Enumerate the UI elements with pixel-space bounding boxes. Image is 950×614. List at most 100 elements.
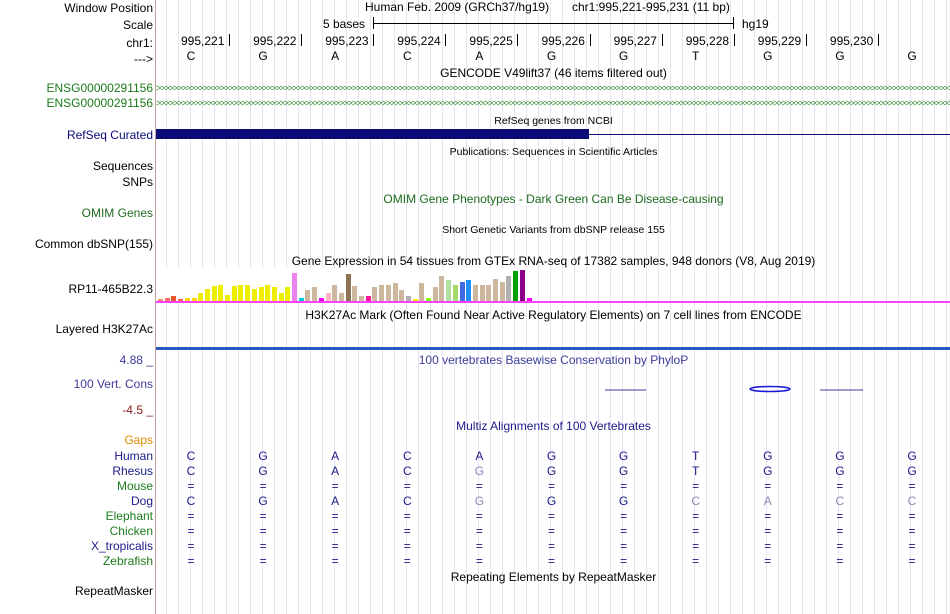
- gtex-tissue-bar[interactable]: [318, 298, 324, 302]
- gtex-tissue-bar[interactable]: [258, 287, 264, 302]
- gtex-tissue-bar[interactable]: [399, 290, 405, 302]
- gtex-tissue-bar[interactable]: [405, 296, 411, 302]
- gtex-tissue-bar[interactable]: [372, 287, 378, 302]
- grid-line: [238, 0, 239, 614]
- h3k27ac-track-label[interactable]: Layered H3K27Ac: [55, 322, 153, 336]
- h3k27ac-signal-line[interactable]: [156, 347, 950, 350]
- gtex-tissue-bar[interactable]: [419, 283, 425, 302]
- gtex-tissue-bar[interactable]: [526, 298, 532, 302]
- alignment-base: =: [908, 479, 916, 493]
- alignment-base: =: [475, 554, 483, 568]
- species-label-mouse[interactable]: Mouse: [116, 479, 153, 493]
- gtex-tissue-bar[interactable]: [184, 298, 190, 302]
- gtex-tissue-bar[interactable]: [439, 276, 445, 302]
- species-label-x_tropicalis[interactable]: X_tropicalis: [90, 539, 153, 553]
- gtex-tissue-bar[interactable]: [231, 286, 237, 302]
- coordinate-label: 995,227: [613, 34, 657, 48]
- gtex-tissue-bar[interactable]: [198, 293, 204, 302]
- gtex-tissue-bar[interactable]: [426, 298, 431, 302]
- gtex-tissue-bar[interactable]: [278, 293, 284, 302]
- gtex-tissue-bar[interactable]: [432, 287, 438, 302]
- gtex-tissue-bar[interactable]: [513, 271, 519, 302]
- gtex-tissue-bar[interactable]: [499, 282, 505, 302]
- gtex-tissue-bar[interactable]: [164, 298, 170, 302]
- gtex-tissue-bar[interactable]: [352, 286, 358, 302]
- gtex-tissue-bar[interactable]: [312, 287, 318, 302]
- gtex-tissue-bar[interactable]: [271, 287, 277, 302]
- track-image[interactable]: Human Feb. 2009 (GRCh37/hg19) chr1:995,2…: [155, 0, 950, 614]
- phylop-plot[interactable]: [156, 378, 950, 398]
- conservation-track-label[interactable]: 100 Vert. Cons: [73, 377, 153, 391]
- gtex-tissue-bar[interactable]: [191, 298, 197, 302]
- gtex-tissue-bar[interactable]: [479, 285, 485, 302]
- grid-line: [730, 0, 731, 614]
- gtex-gene-label[interactable]: RP11-465B22.3: [68, 282, 153, 296]
- snps-track-label[interactable]: SNPs: [122, 175, 153, 189]
- gtex-tissue-bar[interactable]: [506, 276, 512, 302]
- species-label-chicken[interactable]: Chicken: [109, 524, 153, 538]
- refseq-exon-block[interactable]: [156, 129, 589, 139]
- sequences-track-label[interactable]: Sequences: [92, 159, 153, 173]
- gtex-tissue-bar[interactable]: [238, 285, 244, 302]
- alignment-base: =: [692, 509, 700, 523]
- gtex-tissue-bar[interactable]: [392, 283, 398, 302]
- h3k27ac-track-title: H3K27Ac Mark (Often Found Near Active Re…: [305, 308, 802, 322]
- species-label-elephant[interactable]: Elephant: [105, 509, 153, 523]
- gtex-tissue-bar[interactable]: [225, 295, 230, 302]
- species-label-dog[interactable]: Dog: [130, 494, 153, 508]
- alignment-base: G: [835, 449, 845, 463]
- gencode-gene-label-2[interactable]: ENSG00000291156: [46, 96, 153, 110]
- alignment-base: =: [908, 539, 916, 553]
- alignment-base: G: [258, 464, 268, 478]
- gtex-tissue-bar[interactable]: [292, 273, 297, 302]
- dbsnp-track-label[interactable]: Common dbSNP(155): [34, 237, 153, 251]
- refseq-intron-line[interactable]: [589, 134, 950, 135]
- gtex-bar-chart[interactable]: [156, 268, 532, 302]
- gtex-tissue-bar[interactable]: [379, 285, 385, 302]
- gencode-gene-1-feature[interactable]: >>>>>>>>>>>>>>>>>>>>>>>>>>>>>>>>>>>>>>>>…: [156, 83, 950, 93]
- gtex-tissue-bar[interactable]: [385, 285, 391, 302]
- grid-line: [514, 0, 515, 614]
- omim-track-label[interactable]: OMIM Genes: [81, 206, 153, 220]
- gtex-tissue-bar[interactable]: [412, 299, 418, 302]
- gtex-tissue-bar[interactable]: [472, 285, 478, 302]
- gtex-tissue-bar[interactable]: [265, 285, 271, 302]
- gtex-tissue-bar[interactable]: [178, 299, 184, 302]
- species-label-rhesus[interactable]: Rhesus: [112, 464, 153, 478]
- gtex-tissue-bar[interactable]: [359, 296, 364, 302]
- gtex-tissue-bar[interactable]: [298, 298, 304, 302]
- gtex-tissue-bar[interactable]: [218, 285, 224, 302]
- gtex-tissue-bar[interactable]: [519, 270, 525, 302]
- gtex-track-title: Gene Expression in 54 tissues from GTEx …: [291, 254, 816, 268]
- gtex-tissue-bar[interactable]: [285, 287, 291, 302]
- gtex-tissue-bar[interactable]: [446, 280, 452, 302]
- gtex-tissue-bar[interactable]: [204, 289, 210, 302]
- coordinate-label: 995,228: [685, 34, 730, 48]
- gtex-tissue-bar[interactable]: [338, 293, 344, 302]
- species-label-zebrafish[interactable]: Zebrafish: [102, 554, 153, 568]
- gtex-tissue-bar[interactable]: [452, 285, 458, 302]
- gencode-gene-label-1[interactable]: ENSG00000291156: [46, 81, 153, 95]
- species-label-human[interactable]: Human: [114, 449, 153, 463]
- gtex-tissue-bar[interactable]: [251, 289, 257, 302]
- alignment-base: =: [187, 524, 195, 538]
- gtex-tissue-bar[interactable]: [486, 285, 492, 302]
- gtex-tissue-bar[interactable]: [459, 282, 465, 302]
- gtex-tissue-bar[interactable]: [493, 279, 498, 302]
- gtex-tissue-bar[interactable]: [211, 286, 217, 302]
- gtex-tissue-bar[interactable]: [365, 296, 371, 302]
- gtex-tissue-bar[interactable]: [325, 293, 331, 302]
- gtex-tissue-bar[interactable]: [245, 285, 251, 302]
- alignment-base: =: [764, 509, 772, 523]
- grid-line: [622, 0, 623, 614]
- repeatmasker-track-label[interactable]: RepeatMasker: [74, 584, 153, 598]
- gtex-tissue-bar[interactable]: [305, 290, 311, 302]
- grid-line: [214, 0, 215, 614]
- refseq-track-label[interactable]: RefSeq Curated: [66, 128, 153, 142]
- gtex-tissue-bar[interactable]: [332, 285, 338, 302]
- gtex-tissue-bar[interactable]: [345, 274, 351, 302]
- gtex-tissue-bar[interactable]: [171, 296, 177, 302]
- gtex-tissue-bar[interactable]: [466, 280, 472, 302]
- gtex-tissue-bar[interactable]: [158, 299, 163, 302]
- gencode-gene-2-feature[interactable]: >>>>>>>>>>>>>>>>>>>>>>>>>>>>>>>>>>>>>>>>…: [156, 98, 950, 108]
